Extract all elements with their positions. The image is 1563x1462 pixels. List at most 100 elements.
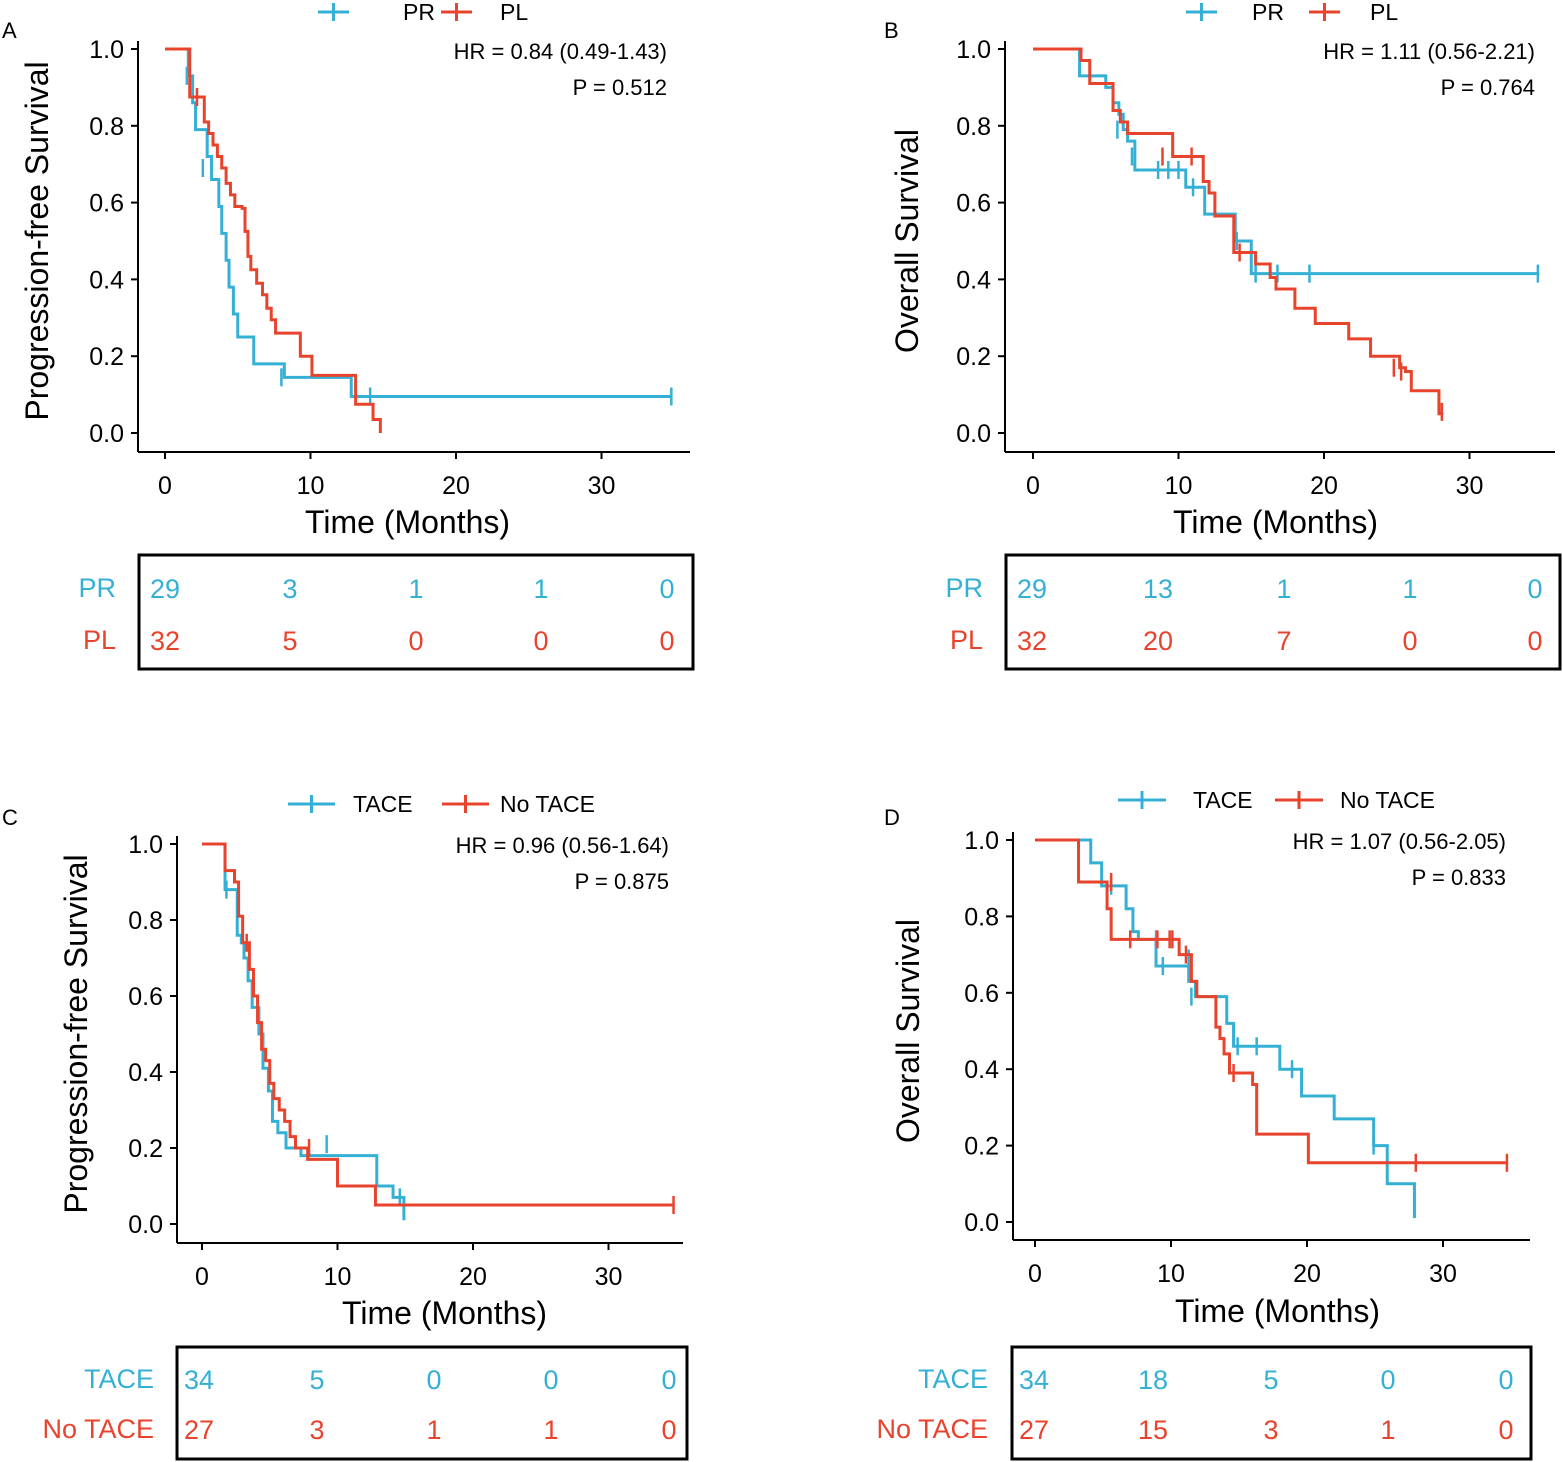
risk-table-count: 1	[426, 1415, 441, 1445]
risk-table-count: 1	[1276, 574, 1291, 604]
y-tick-label: 0.4	[964, 1056, 999, 1084]
p-value-text: P = 0.833	[1412, 865, 1506, 890]
legend-label: No TACE	[500, 791, 595, 817]
x-tick-label: 0	[1028, 1260, 1042, 1288]
x-tick-label: 10	[324, 1263, 352, 1291]
risk-table-box	[175, 1345, 689, 1461]
risk-table-count: 3	[309, 1415, 324, 1445]
survival-curve-tace	[202, 842, 406, 1221]
y-tick-label: 0.0	[89, 420, 124, 448]
risk-table-count: 5	[282, 626, 297, 656]
x-tick-label: 10	[1157, 1260, 1185, 1288]
risk-table-count: 3	[282, 574, 297, 604]
x-tick-label: 10	[1165, 472, 1193, 500]
x-tick-label: 30	[588, 472, 616, 500]
risk-table-count: 0	[543, 1365, 558, 1395]
risk-table-row-label: PL	[950, 625, 983, 655]
risk-table-count: 0	[1380, 1365, 1395, 1395]
y-tick-label: 0.2	[964, 1133, 999, 1161]
risk-table-count: 0	[661, 1365, 676, 1395]
risk-table-count: 0	[659, 574, 674, 604]
y-tick-label: 1.0	[128, 831, 163, 859]
risk-table-row-label: TACE	[918, 1364, 988, 1394]
x-tick-label: 30	[1429, 1260, 1457, 1288]
legend-label: TACE	[1193, 787, 1253, 813]
risk-table-count: 0	[1402, 626, 1417, 656]
y-tick-label: 0.6	[964, 980, 999, 1008]
risk-table-count: 18	[1138, 1365, 1168, 1395]
panel-label: D	[884, 805, 900, 830]
risk-table-count: 7	[1276, 626, 1291, 656]
panel-label: B	[884, 18, 899, 43]
y-tick-label: 0.4	[956, 266, 991, 294]
legend-label: PR	[1252, 0, 1284, 25]
risk-table-row-label: No TACE	[876, 1414, 988, 1444]
risk-table-count: 15	[1138, 1415, 1168, 1445]
y-tick-label: 0.8	[89, 113, 124, 141]
risk-table-box	[137, 553, 695, 671]
legend-label: No TACE	[1340, 787, 1435, 813]
risk-table-count: 20	[1143, 626, 1173, 656]
legend-label: PR	[403, 0, 435, 25]
y-tick-label: 0.2	[128, 1135, 163, 1163]
y-tick-label: 1.0	[956, 36, 991, 64]
y-axis-title: Overall Survival	[889, 129, 925, 353]
risk-table-count: 34	[1019, 1365, 1049, 1395]
survival-curve-pl	[1033, 47, 1444, 416]
risk-table-box	[1004, 553, 1562, 671]
risk-table-row-label: PL	[83, 625, 116, 655]
y-tick-label: 0.0	[128, 1211, 163, 1239]
y-tick-label: 0.0	[964, 1209, 999, 1237]
survival-curve-pr	[165, 47, 672, 399]
legend-label: PL	[1370, 0, 1398, 25]
risk-table-row-label: No TACE	[42, 1414, 154, 1444]
x-tick-label: 0	[195, 1263, 209, 1291]
y-axis-title: Progression-free Survival	[19, 61, 55, 420]
p-value-text: P = 0.875	[575, 869, 669, 894]
p-value-text: P = 0.512	[573, 75, 667, 100]
survival-curve-pl	[165, 47, 382, 433]
hazard-ratio-text: HR = 1.11 (0.56-2.21)	[1323, 39, 1535, 64]
risk-table-count: 1	[1402, 574, 1417, 604]
x-tick-label: 10	[297, 472, 325, 500]
risk-table-count: 32	[150, 626, 180, 656]
risk-table-count: 5	[1263, 1365, 1278, 1395]
survival-curve-no-tace	[1035, 838, 1507, 1165]
risk-table-count: 0	[1498, 1365, 1513, 1395]
x-tick-label: 30	[595, 1263, 623, 1291]
risk-table-count: 32	[1017, 626, 1047, 656]
y-axis-title: Overall Survival	[890, 919, 926, 1143]
y-tick-label: 0.8	[128, 907, 163, 935]
risk-table-count: 0	[1527, 626, 1542, 656]
risk-table-count: 0	[1498, 1415, 1513, 1445]
x-axis-title: Time (Months)	[1173, 504, 1378, 540]
x-axis-title: Time (Months)	[305, 504, 510, 540]
risk-table-count: 3	[1263, 1415, 1278, 1445]
risk-table-count: 27	[1019, 1415, 1049, 1445]
hazard-ratio-text: HR = 0.96 (0.56-1.64)	[456, 833, 669, 858]
legend-label: PL	[500, 0, 528, 25]
y-tick-label: 1.0	[89, 36, 124, 64]
risk-table-count: 27	[184, 1415, 214, 1445]
risk-table-count: 34	[184, 1365, 214, 1395]
risk-table-count: 5	[309, 1365, 324, 1395]
risk-table-count: 0	[661, 1415, 676, 1445]
x-tick-label: 20	[459, 1263, 487, 1291]
risk-table-row-label: PR	[945, 573, 983, 603]
hazard-ratio-text: HR = 1.07 (0.56-2.05)	[1293, 829, 1506, 854]
y-tick-label: 1.0	[964, 827, 999, 855]
y-tick-label: 0.0	[956, 420, 991, 448]
y-tick-label: 0.4	[89, 266, 124, 294]
y-tick-label: 0.2	[89, 343, 124, 371]
panel-label: C	[2, 805, 18, 830]
x-tick-label: 0	[1026, 472, 1040, 500]
y-tick-label: 0.2	[956, 343, 991, 371]
risk-table-row-label: PR	[78, 573, 116, 603]
risk-table-count: 1	[1380, 1415, 1395, 1445]
risk-table-count: 1	[408, 574, 423, 604]
